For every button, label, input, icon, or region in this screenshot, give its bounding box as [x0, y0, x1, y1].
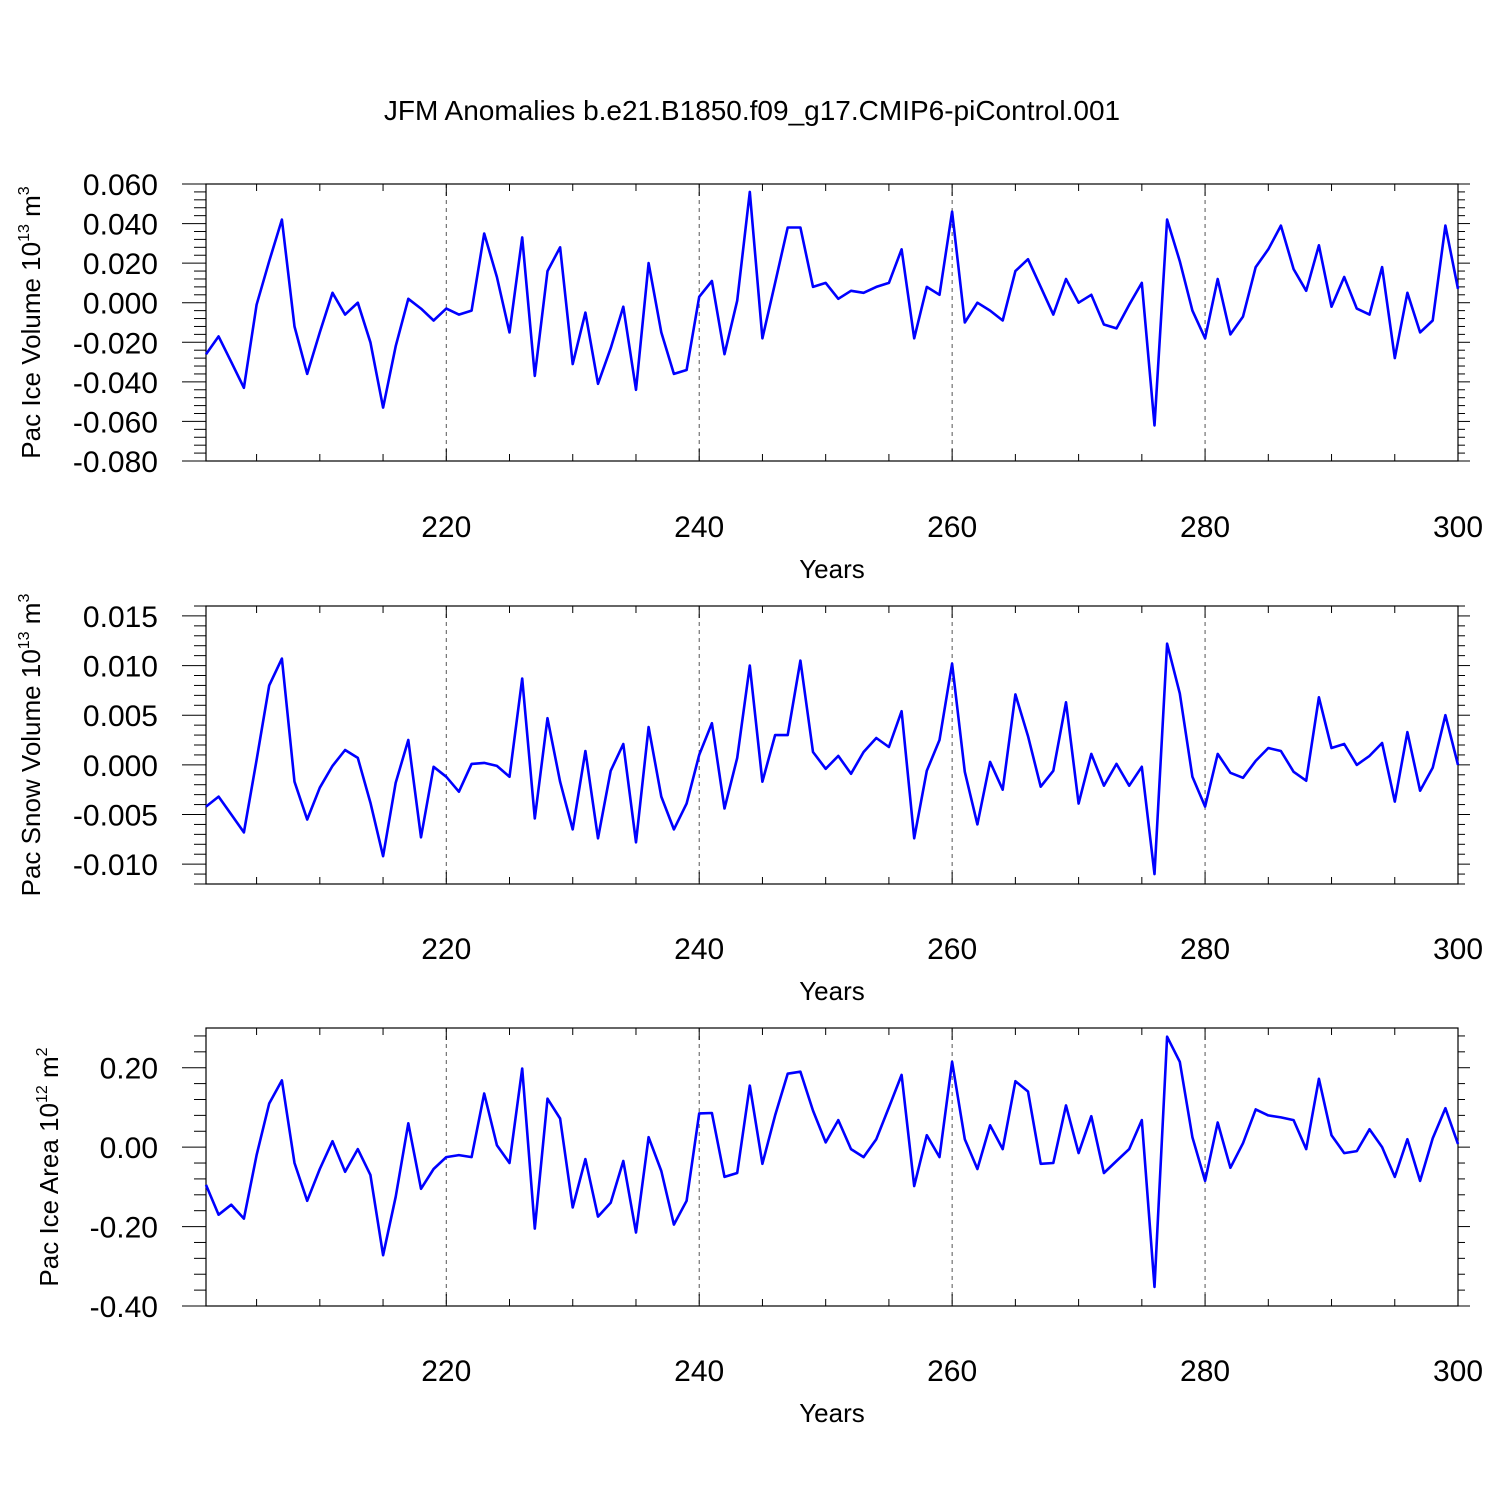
y-tick-label: 0.005 [83, 700, 158, 733]
y-tick-label: -0.040 [73, 367, 158, 400]
y-axis-label-unit: m [34, 1056, 64, 1085]
series-line-pac-snow-volume [205, 642, 1460, 876]
series-line-pac-ice-area [204, 1035, 1460, 1289]
y-tick-label: -0.010 [73, 849, 158, 882]
panel-pac-snow-volume: 0.015 0.010 0.005 0.000 -0.005 -0.010 220 240 26… [16, 594, 1483, 1006]
y-tick-label: -0.080 [73, 446, 158, 479]
x-tick-label: 300 [1433, 511, 1483, 544]
x-tick-label: 240 [674, 933, 724, 966]
series-line-pac-ice-volume [204, 190, 1460, 427]
panel-pac-ice-volume: 0.060 0.040 0.020 0.000 -0.020 -0.040 -0.060 -0… [16, 169, 1483, 584]
y-axis-label-exponent: 12 [34, 1085, 51, 1103]
x-tick-label: 260 [927, 511, 977, 544]
y-tick-label: -0.060 [73, 406, 158, 439]
x-tick-label: 300 [1433, 1355, 1483, 1388]
x-tick-label: 240 [674, 511, 724, 544]
y-axis-label-text: Pac Ice Volume 10 [16, 242, 46, 459]
x-tick-label: 240 [674, 1355, 724, 1388]
y-axis-label-unit-exponent: 2 [34, 1047, 51, 1056]
y-tick-label: 0.20 [100, 1053, 158, 1086]
figure-title: JFM Anomalies b.e21.B1850.f09_g17.CMIP6-… [384, 95, 1120, 126]
x-tick-label: 220 [421, 511, 471, 544]
y-tick-label: 0.00 [100, 1132, 158, 1165]
y-axis-label-exponent: 13 [16, 631, 33, 649]
y-tick-label: -0.20 [90, 1212, 158, 1245]
plot-frame [205, 183, 1459, 462]
x-axis-label: Years [799, 554, 865, 584]
y-axis-label-unit: m [16, 195, 46, 224]
y-axis-label-text: Pac Snow Volume 10 [16, 649, 46, 896]
y-axis-label-unit: m [16, 603, 46, 632]
y-tick-label: 0.015 [83, 601, 158, 634]
y-tick-label: 0.000 [83, 750, 158, 783]
y-tick-label: 0.000 [83, 288, 158, 321]
x-tick-label: 220 [421, 933, 471, 966]
y-axis-label-unit-exponent: 3 [16, 186, 33, 195]
y-tick-label: -0.005 [73, 800, 158, 833]
y-tick-label: 0.040 [83, 209, 158, 242]
panel-pac-ice-area: 0.20 0.00 -0.20 -0.40 220 240 260 280 300 Years Pa… [34, 1027, 1483, 1428]
y-axis-label-unit-exponent: 3 [16, 594, 33, 603]
y-axis-label-exponent: 13 [16, 224, 33, 242]
x-tick-label: 280 [1180, 1355, 1230, 1388]
y-axis-label: Pac Snow Volume 1013 m3 [16, 594, 46, 897]
y-axis-label: Pac Ice Area 1012 m2 [34, 1047, 64, 1286]
y-tick-label: 0.020 [83, 248, 158, 281]
x-tick-label: 280 [1180, 511, 1230, 544]
x-tick-label: 300 [1433, 933, 1483, 966]
x-tick-label: 260 [927, 1355, 977, 1388]
panels: 0.060 0.040 0.020 0.000 -0.020 -0.040 -0.060 -0… [16, 169, 1483, 1428]
plot-frame [205, 1027, 1459, 1307]
x-tick-label: 260 [927, 933, 977, 966]
y-tick-label: 0.010 [83, 651, 158, 684]
x-tick-label: 280 [1180, 933, 1230, 966]
x-tick-label: 220 [421, 1355, 471, 1388]
y-tick-label: -0.020 [73, 327, 158, 360]
plot-frame [205, 605, 1459, 885]
x-axis-label: Years [799, 1398, 865, 1428]
y-tick-label: 0.060 [83, 169, 158, 202]
x-axis-label: Years [799, 976, 865, 1006]
y-tick-label: -0.40 [90, 1291, 158, 1324]
y-axis-label: Pac Ice Volume 1013 m3 [16, 186, 46, 459]
y-axis-label-text: Pac Ice Area 10 [34, 1103, 64, 1287]
